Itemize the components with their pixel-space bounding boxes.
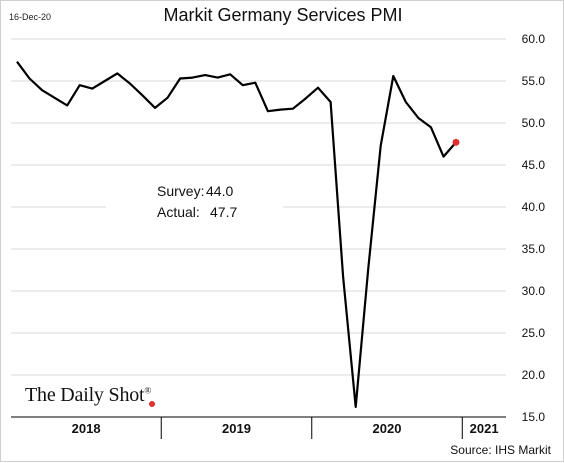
y-tick-label: 30.0: [522, 284, 546, 298]
source-note: Source: IHS Markit: [450, 443, 551, 457]
x-axis: 2018 2019 2020 2021: [11, 417, 506, 439]
y-tick-label: 20.0: [522, 368, 546, 382]
y-tick-label: 60.0: [522, 32, 546, 46]
survey-annotation: Survey:44.0 Actual: 47.7: [106, 183, 283, 220]
data-points: [17, 62, 460, 407]
annotation-label: Survey:: [157, 183, 204, 199]
y-tick-label: 15.0: [522, 410, 546, 424]
y-tick-label: 45.0: [522, 158, 546, 172]
annotation-label: Actual:: [157, 204, 200, 220]
x-year-label: 2020: [373, 421, 402, 436]
annotation-value: 44.0: [206, 183, 233, 199]
y-tick-label: 40.0: [522, 200, 546, 214]
services-pmi-line: [17, 62, 456, 407]
x-year-label: 2018: [72, 421, 101, 436]
y-tick-label: 50.0: [522, 116, 546, 130]
y-tick-label: 35.0: [522, 242, 546, 256]
y-axis-ticks: 15.0 20.0 25.0 30.0 35.0 40.0 45.0 50.0 55.0 60.0: [522, 32, 546, 424]
annotation-value: 47.7: [210, 204, 237, 220]
daily-shot-logo: The Daily Shot®: [25, 384, 151, 407]
y-tick-label: 25.0: [522, 326, 546, 340]
logo-dot-icon: [149, 401, 155, 407]
latest-point-marker: [453, 139, 460, 146]
y-tick-label: 55.0: [522, 74, 546, 88]
x-year-label: 2019: [222, 421, 251, 436]
x-year-label: 2021: [470, 421, 499, 436]
